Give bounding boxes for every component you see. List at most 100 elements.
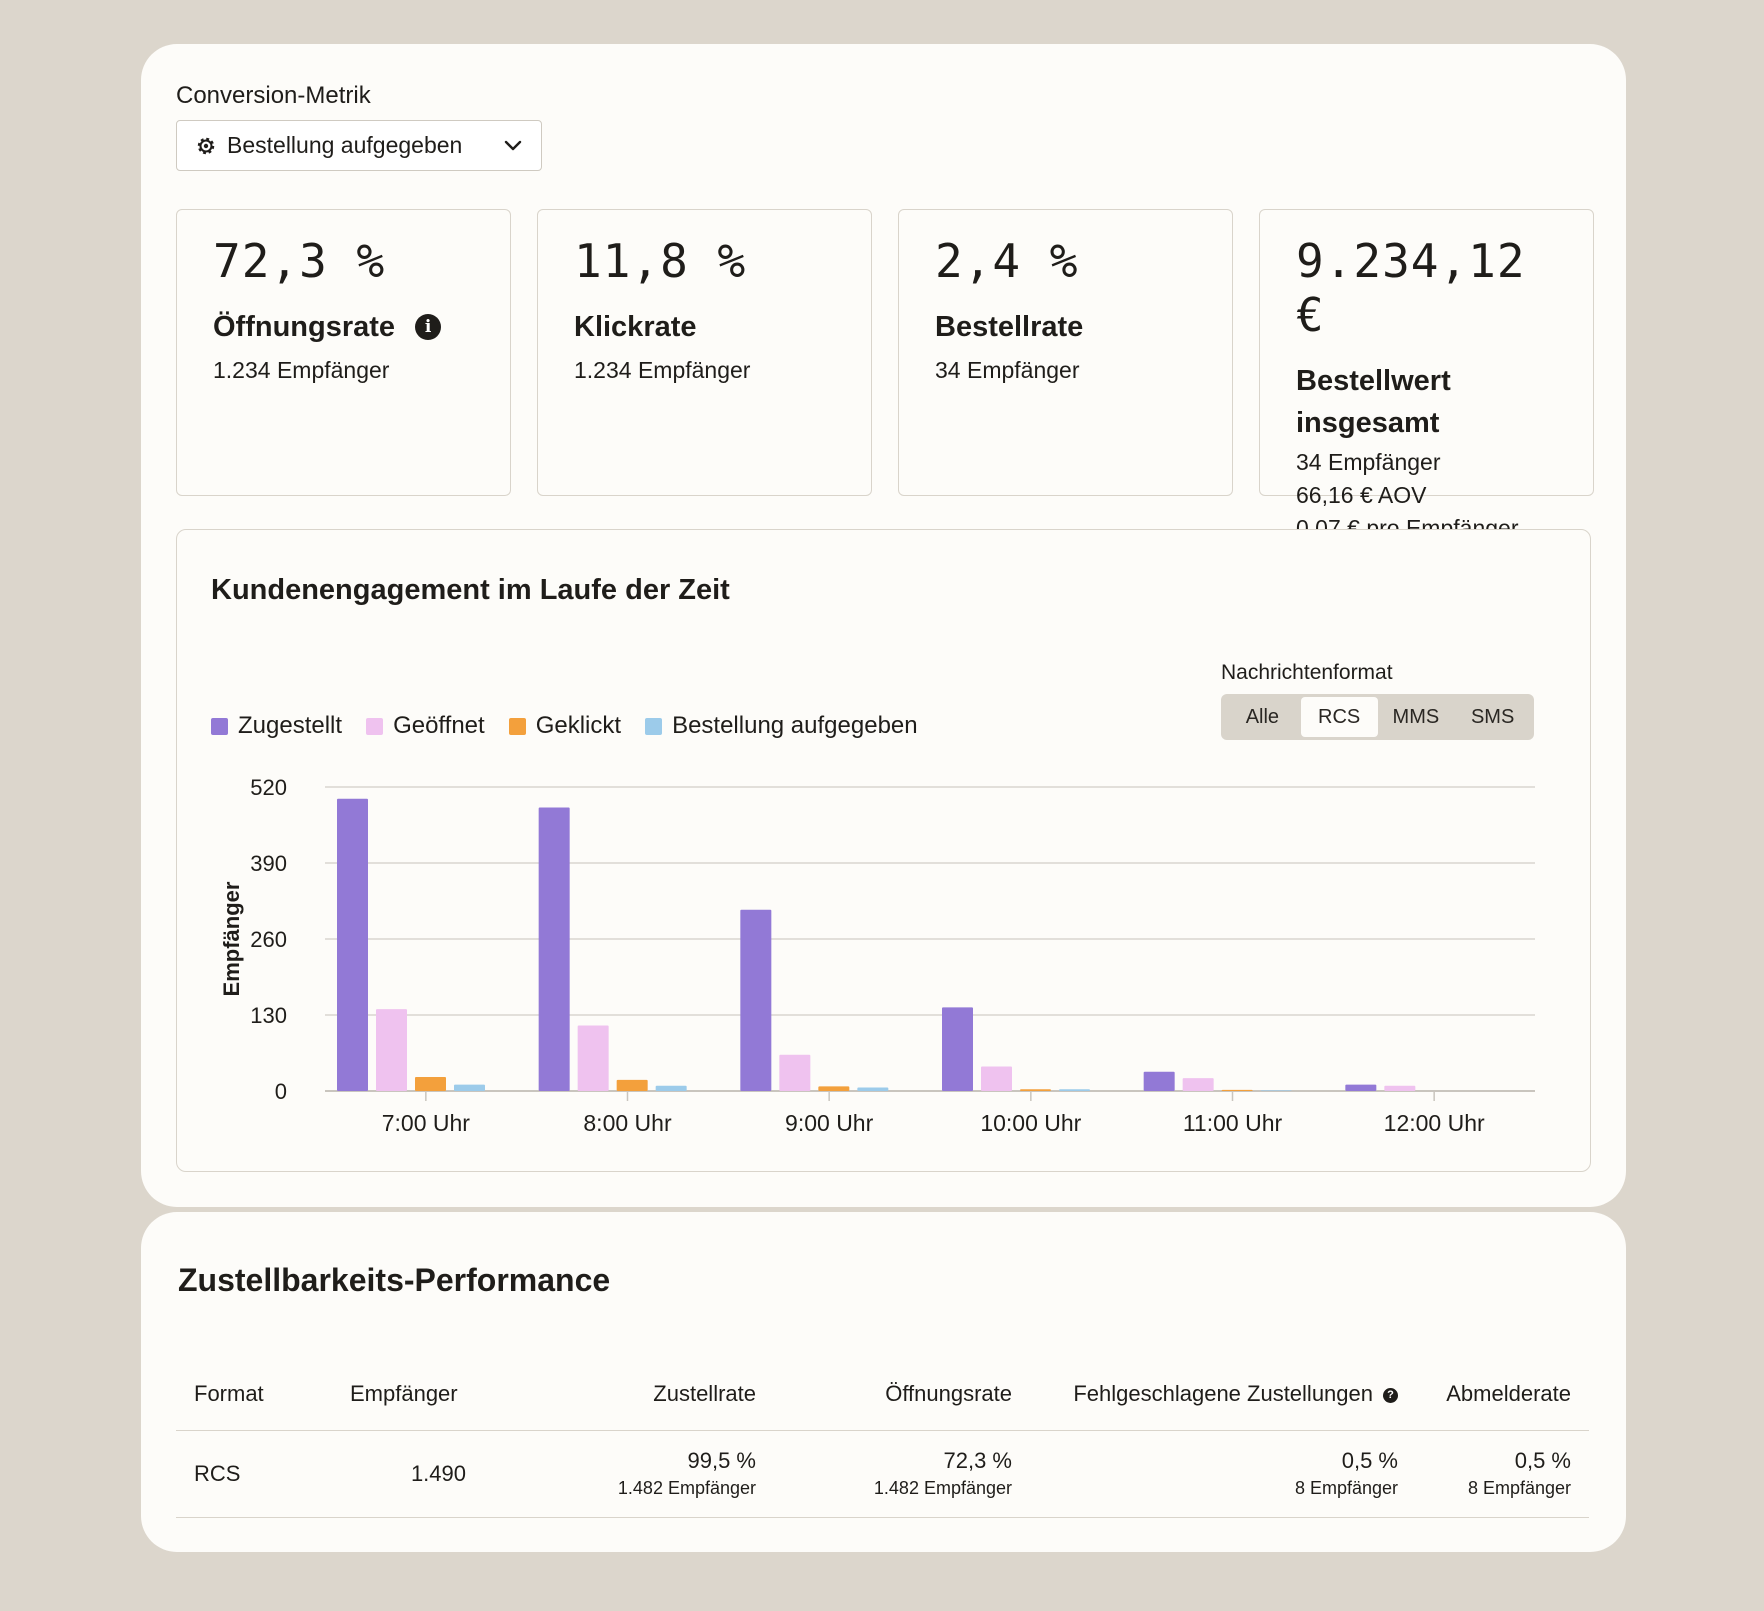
conversion-metric-dropdown[interactable]: Bestellung aufgegeben: [176, 120, 542, 171]
bar-delivered: [740, 909, 772, 1091]
order-value-card: 9.234,12 € Bestellwert insgesamt 34 Empf…: [1259, 209, 1594, 541]
legend-item[interactable]: Bestellung aufgegeben: [645, 712, 918, 740]
bar-delivered: [1143, 1071, 1175, 1091]
bar-opened: [1182, 1078, 1214, 1091]
bar-ordered: [454, 1084, 485, 1091]
bar-opened: [376, 1009, 407, 1091]
bar-ordered: [857, 1087, 889, 1091]
cell-value: 0,5 %: [1341, 1448, 1398, 1473]
column-header: Zustellrate: [538, 1358, 774, 1431]
y-tick-label: 0: [275, 1079, 287, 1104]
card-value: 2,4 %: [935, 234, 1079, 288]
format-option-rcs[interactable]: RCS: [1300, 697, 1378, 737]
column-header: Format: [176, 1358, 332, 1431]
format-option-sms[interactable]: SMS: [1470, 705, 1515, 728]
bar-clicked: [1221, 1089, 1253, 1091]
legend-label: Geöffnet: [393, 712, 485, 739]
order-rate-card: 2,4 % Bestellrate 34 Empfänger: [898, 209, 1233, 496]
cell-recipients: 1.490: [332, 1430, 538, 1518]
click-rate-card: 11,8 % Klickrate 1.234 Empfänger: [537, 209, 872, 496]
x-tick-label: 11:00 Uhr: [1183, 1110, 1283, 1136]
conversion-metric-value: Bestellung aufgegeben: [227, 132, 463, 158]
cell-subvalue: 1.482 Empfänger: [873, 1478, 1012, 1498]
card-title: Bestellwert insgesamt: [1296, 365, 1451, 439]
help-icon[interactable]: ?: [1383, 1387, 1398, 1403]
x-tick-label: 12:00 Uhr: [1384, 1110, 1485, 1136]
format-option-mms[interactable]: MMS: [1392, 705, 1440, 728]
cell-subvalue: 8 Empfänger: [1467, 1478, 1571, 1498]
conversion-metric-label: Conversion-Metrik: [176, 82, 371, 109]
card-value: 11,8 %: [574, 234, 747, 288]
legend-item[interactable]: Geöffnet: [366, 712, 485, 740]
cell-delivery-rate: 99,5 % 1.482 Empfänger: [538, 1430, 774, 1518]
legend-swatch: [366, 717, 384, 735]
bar-opened: [1384, 1085, 1416, 1091]
cell-subvalue: 1.482 Empfänger: [617, 1478, 756, 1498]
legend-swatch: [508, 717, 526, 735]
legend-swatch: [211, 717, 228, 735]
cell-unsubscribe: 0,5 % 8 Empfänger: [1416, 1430, 1589, 1518]
card-value: 9.234,12 €: [1296, 234, 1526, 342]
bar-delivered: [942, 1007, 973, 1091]
column-header: Fehlgeschlagene Zustellungen: [1073, 1381, 1373, 1406]
deliverability-title: Zustellbarkeits-Performance: [178, 1262, 611, 1298]
column-header: Empfänger: [332, 1358, 538, 1431]
bar-opened: [577, 1025, 609, 1091]
bar-ordered: [1260, 1090, 1292, 1091]
card-value: 72,3 %: [213, 234, 386, 288]
format-segmented-control: Alle RCS MMS SMS: [1221, 694, 1534, 740]
y-tick-label: 130: [250, 1003, 287, 1028]
engagement-chart-card: Kundenengagement im Laufe der Zeit Zuges…: [176, 529, 1591, 1172]
deliverability-table: Format Empfänger Zustellrate Öffnungsrat…: [176, 1358, 1589, 1518]
bar-delivered: [538, 807, 570, 1091]
cell-value: 99,5 %: [687, 1448, 757, 1473]
format-label: Nachrichtenformat: [1221, 661, 1393, 684]
bar-clicked: [1020, 1089, 1051, 1091]
engagement-chart: 0 130 260 390 520 Empfänger 7:00 Uhr 8:00 Uhr 9:…: [219, 775, 1535, 1136]
bar-ordered: [655, 1085, 687, 1091]
y-tick-label: 520: [250, 775, 287, 800]
legend-item[interactable]: Zugestellt: [211, 712, 342, 740]
bar-ordered: [1059, 1089, 1090, 1091]
bar-delivered: [1345, 1084, 1377, 1091]
bar-clicked: [818, 1086, 850, 1091]
table-row: RCS 1.490 99,5 % 1.482 Empfänger 72,3 % …: [176, 1430, 1589, 1518]
cell-format: RCS: [176, 1430, 332, 1518]
legend-label: Geklickt: [535, 712, 622, 739]
cell-open-rate: 72,3 % 1.482 Empfänger: [774, 1430, 1030, 1518]
card-sub: 1.234 Empfänger: [574, 357, 751, 383]
chart-legend: Zugestellt Geöffnet Geklickt Bestellung …: [211, 712, 918, 740]
bar-delivered: [337, 798, 368, 1091]
column-header: Öffnungsrate: [774, 1358, 1030, 1431]
y-axis-title: Empfänger: [219, 881, 244, 996]
info-icon[interactable]: i: [415, 314, 442, 340]
format-option-alle[interactable]: Alle: [1245, 705, 1280, 728]
card-title-row: Öffnungsrate i: [213, 306, 474, 348]
bar-clicked: [616, 1079, 648, 1091]
card-title: Öffnungsrate: [213, 311, 396, 343]
legend-swatch: [645, 717, 663, 735]
card-sub: 1.234 Empfänger: [213, 357, 390, 383]
column-header: Abmelderate: [1416, 1358, 1589, 1431]
gear-icon: [195, 135, 217, 157]
cell-value: 0,5 %: [1514, 1448, 1571, 1473]
card-title: Bestellrate: [935, 311, 1084, 343]
cell-subvalue: 8 Empfänger: [1294, 1478, 1398, 1498]
x-tick-label: 10:00 Uhr: [980, 1110, 1081, 1136]
chart-title: Kundenengagement im Laufe der Zeit: [211, 574, 730, 606]
table-header-row: Format Empfänger Zustellrate Öffnungsrat…: [176, 1358, 1589, 1431]
bar-opened: [779, 1054, 811, 1091]
x-tick-label: 9:00 Uhr: [785, 1110, 874, 1136]
chevron-down-icon: [503, 139, 523, 153]
card-sub: 34 Empfänger: [1296, 449, 1441, 475]
open-rate-card: 72,3 % Öffnungsrate i 1.234 Empfänger: [176, 209, 511, 496]
x-tick-label: 8:00 Uhr: [583, 1110, 672, 1136]
card-sub: 34 Empfänger: [935, 357, 1080, 383]
card-title: Klickrate: [574, 311, 697, 343]
cell-value: 72,3 %: [943, 1448, 1013, 1473]
card-sub: 66,16 € AOV: [1296, 482, 1427, 508]
legend-item[interactable]: Geklickt: [508, 712, 622, 740]
cell-failed: 0,5 % 8 Empfänger: [1030, 1430, 1416, 1518]
bar-opened: [981, 1066, 1012, 1091]
y-tick-label: 390: [250, 851, 287, 876]
